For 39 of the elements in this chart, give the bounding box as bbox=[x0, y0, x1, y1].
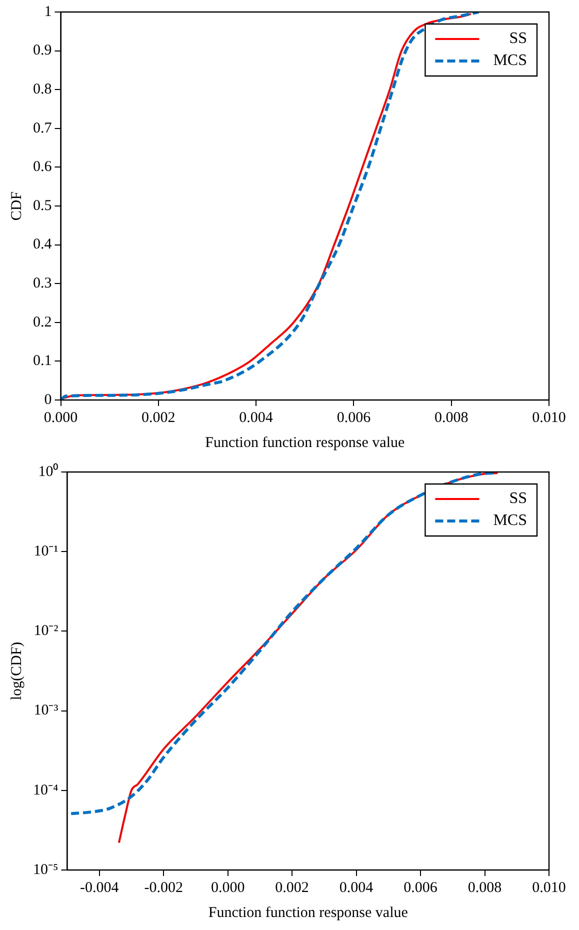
y-tick-label: 0.6 bbox=[33, 159, 52, 176]
legend-label: SS bbox=[509, 30, 527, 48]
x-tick-label: 0.000 bbox=[44, 410, 78, 426]
y-tick-label: 0.8 bbox=[33, 82, 52, 98]
x-tick-label: 0.004 bbox=[239, 410, 274, 426]
x-tick-label: 0.008 bbox=[468, 880, 502, 896]
y-tick-label: 0.4 bbox=[33, 236, 52, 253]
x-tick-label: -0.002 bbox=[144, 880, 183, 896]
y-tick-label: 10⁻¹ bbox=[34, 544, 58, 560]
legend-label: MCS bbox=[493, 512, 527, 530]
y-tick-label: 0.1 bbox=[33, 353, 52, 370]
y-tick-label: 10⁻⁴ bbox=[32, 782, 58, 798]
x-tick-label: 0.002 bbox=[142, 410, 176, 426]
x-tick-label: 0.008 bbox=[434, 410, 468, 426]
y-tick-label: 0.7 bbox=[33, 120, 52, 136]
x-tick-label: 0.004 bbox=[339, 880, 374, 896]
y-tick-label: 1 bbox=[44, 4, 52, 20]
y-tick-label: 10⁻⁵ bbox=[32, 862, 58, 878]
y-tick-label: 10⁰ bbox=[38, 462, 58, 480]
x-axis-title: Function function response value bbox=[208, 904, 408, 921]
x-tick-label: 0.002 bbox=[275, 880, 309, 896]
x-tick-label: 0.000 bbox=[210, 880, 245, 896]
y-tick-label: 0.9 bbox=[33, 42, 52, 59]
y-tick-label: 0 bbox=[44, 392, 52, 408]
y-tick-label: 0.2 bbox=[33, 314, 52, 330]
x-tick-label: 0.010 bbox=[532, 410, 566, 426]
x-tick-label: 0.006 bbox=[404, 880, 438, 896]
legend-label: MCS bbox=[493, 52, 527, 70]
x-tick-label: 0.010 bbox=[532, 880, 566, 896]
x-axis-title: Function function response value bbox=[205, 434, 405, 451]
y-tick-label: 0.3 bbox=[33, 276, 52, 292]
y-tick-label: 10⁻² bbox=[34, 623, 59, 640]
legend-label: SS bbox=[509, 490, 527, 508]
x-tick-label: 0.006 bbox=[336, 410, 372, 426]
y-tick-label: 10⁻³ bbox=[34, 702, 59, 719]
y-axis-title: log(CDF) bbox=[8, 642, 25, 700]
x-tick-label: -0.004 bbox=[80, 880, 120, 896]
y-tick-label: 0.5 bbox=[33, 198, 52, 214]
y-axis-title: CDF bbox=[8, 191, 25, 221]
